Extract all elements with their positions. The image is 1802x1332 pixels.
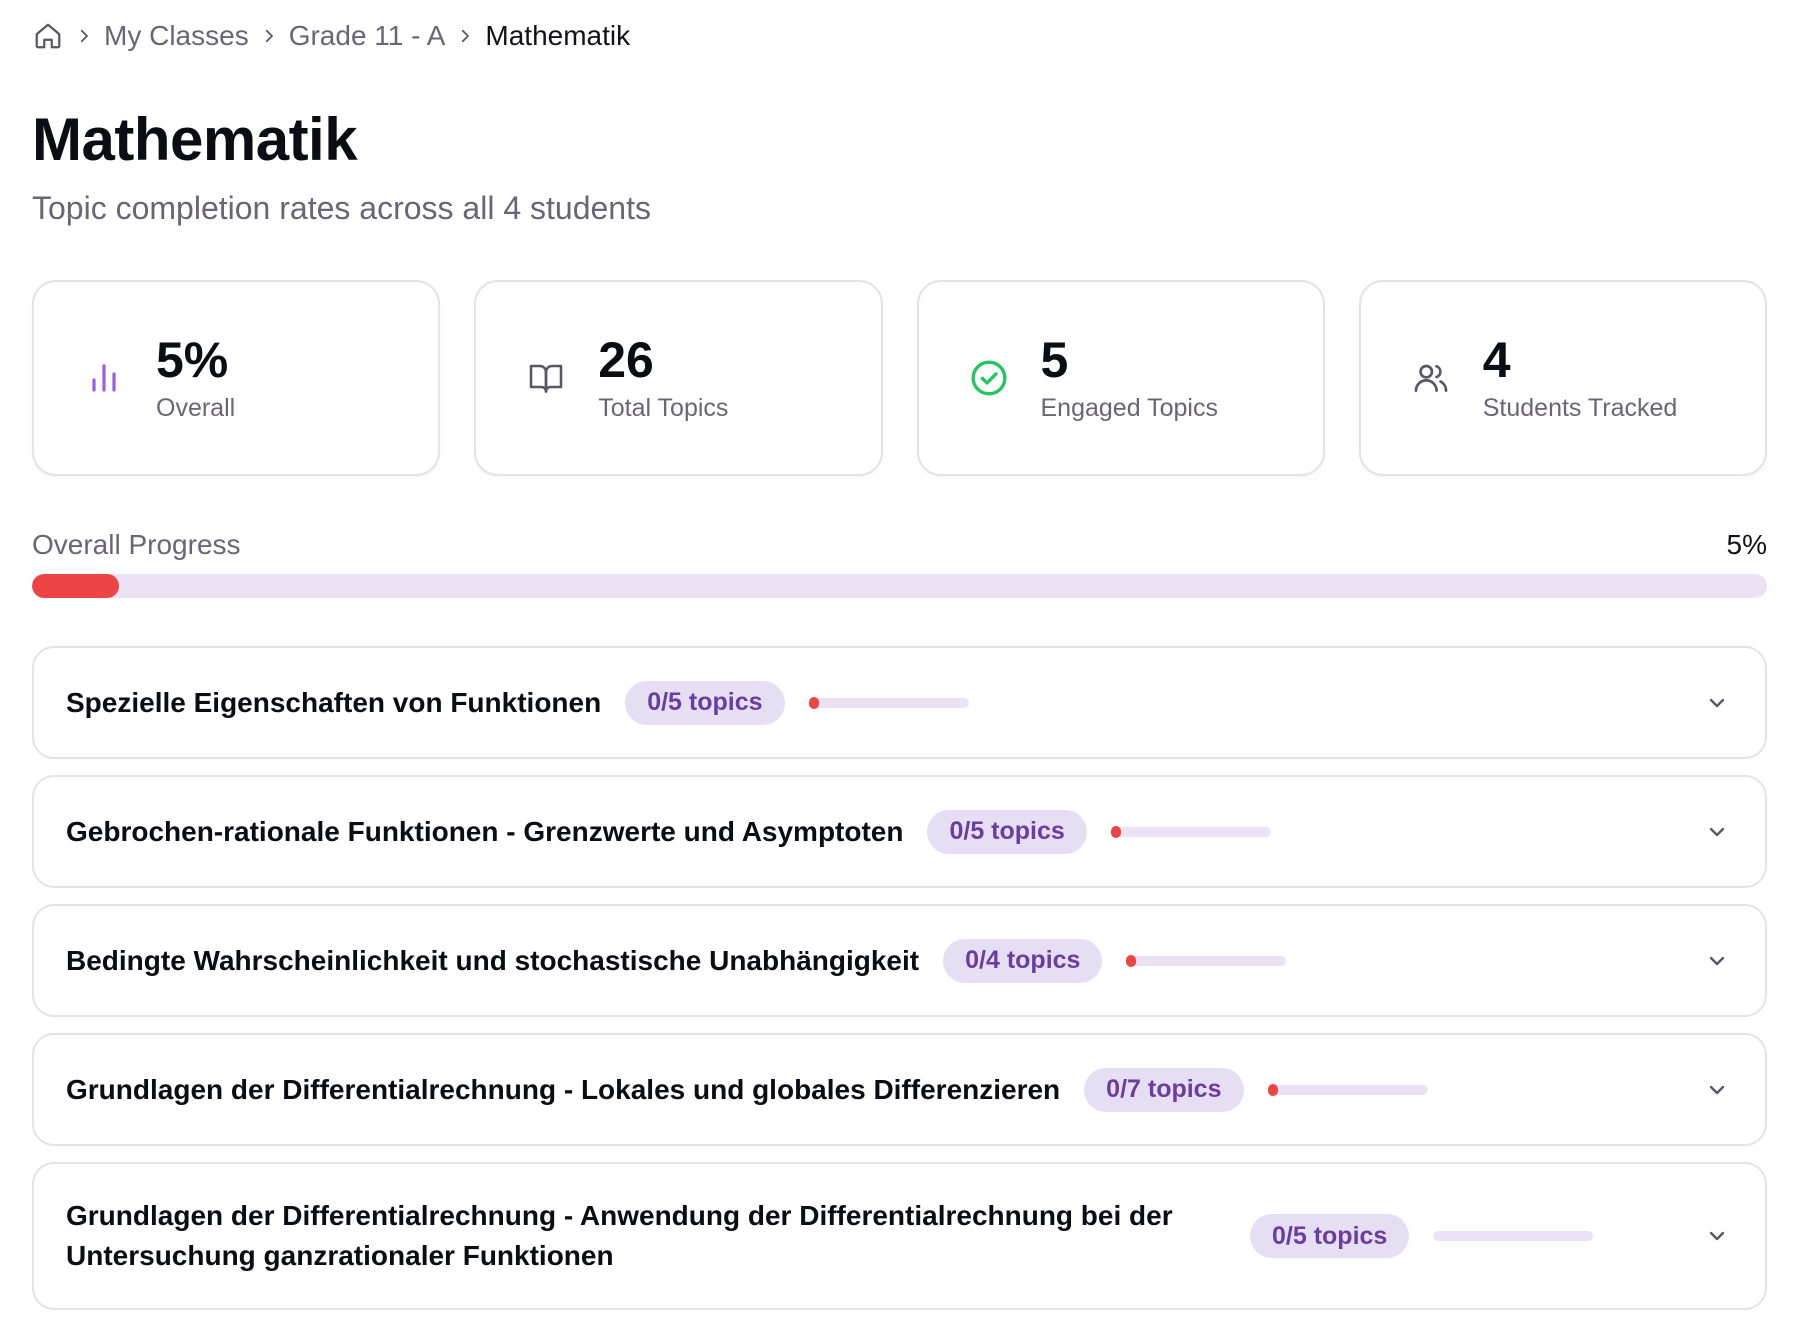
topics-count-badge: 0/5 topics xyxy=(1250,1214,1410,1258)
chevron-down-icon[interactable] xyxy=(1703,689,1731,717)
subject-list: Spezielle Eigenschaften von Funktionen 0/… xyxy=(32,646,1767,1326)
stat-value: 26 xyxy=(598,332,654,388)
subject-progress-bar xyxy=(1267,1083,1428,1096)
topics-count-badge: 0/4 topics xyxy=(943,938,1103,983)
stat-card-engaged-topics: 5 Engaged Topics xyxy=(916,280,1325,476)
subject-progress-fill xyxy=(808,696,819,709)
chevron-right-icon xyxy=(249,20,289,52)
breadcrumb-current: Mathematik xyxy=(485,20,631,51)
subject-progress-bar xyxy=(1110,825,1271,838)
subject-row[interactable]: Bedingte Wahrscheinlichkeit und stochast… xyxy=(32,904,1767,1017)
stat-card-overall: 5% Overall xyxy=(32,280,441,476)
breadcrumb: My Classes Grade 11 - A Mathematik xyxy=(32,14,630,58)
stat-label: Total Topics xyxy=(598,394,729,422)
chevron-right-icon xyxy=(64,20,104,52)
topics-count-badge: 0/5 topics xyxy=(927,809,1087,854)
breadcrumb-my-classes[interactable]: My Classes xyxy=(104,20,249,51)
overall-progress-fill xyxy=(32,574,119,598)
page-title: Mathematik xyxy=(32,106,358,173)
subject-progress-bar xyxy=(808,696,969,709)
subject-row[interactable]: Grundlagen der Differentialrechnung - An… xyxy=(32,1162,1767,1310)
stat-value: 5% xyxy=(156,332,229,388)
topics-count-badge: 0/7 topics xyxy=(1084,1067,1244,1112)
stat-card-students-tracked: 4 Students Tracked xyxy=(1358,280,1767,476)
topics-count-badge: 0/5 topics xyxy=(625,680,785,725)
stat-value: 5 xyxy=(1040,332,1069,388)
stat-label: Engaged Topics xyxy=(1040,394,1218,422)
subject-row[interactable]: Grundlagen der Differentialrechnung - Lo… xyxy=(32,1033,1767,1146)
book-open-icon xyxy=(526,358,566,398)
stat-label: Overall xyxy=(156,394,236,422)
chevron-down-icon[interactable] xyxy=(1703,1222,1731,1250)
check-circle-icon xyxy=(969,358,1009,398)
subject-progress-bar xyxy=(1126,954,1287,967)
chevron-down-icon[interactable] xyxy=(1703,1076,1731,1104)
overall-progress-percent: 5% xyxy=(1726,529,1767,560)
overall-progress-label: Overall Progress xyxy=(32,529,241,560)
overall-progress-bar xyxy=(32,574,1767,598)
subject-progress-fill xyxy=(1267,1083,1278,1096)
stat-card-total-topics: 26 Total Topics xyxy=(474,280,883,476)
subject-title: Bedingte Wahrscheinlichkeit und stochast… xyxy=(66,944,920,976)
stat-value: 4 xyxy=(1482,332,1511,388)
subject-row[interactable]: Spezielle Eigenschaften von Funktionen 0/… xyxy=(32,646,1767,759)
subject-progress-bar xyxy=(1433,1231,1594,1241)
breadcrumb-grade[interactable]: Grade 11 - A xyxy=(288,20,446,51)
subject-title: Spezielle Eigenschaften von Funktionen xyxy=(66,686,602,718)
subject-title: Gebrochen-rationale Funktionen - Grenzwe… xyxy=(66,815,904,847)
chevron-down-icon[interactable] xyxy=(1703,947,1731,975)
users-icon xyxy=(1411,358,1451,398)
subject-progress-fill xyxy=(1126,954,1137,967)
page-subtitle: Topic completion rates across all 4 stud… xyxy=(32,190,651,226)
subject-title: Grundlagen der Differentialrechnung - An… xyxy=(66,1200,1173,1271)
chevron-down-icon[interactable] xyxy=(1703,818,1731,846)
bar-chart-icon xyxy=(84,358,124,398)
subject-title: Grundlagen der Differentialrechnung - Lo… xyxy=(66,1073,1061,1105)
stats-row: 5% Overall 26 Total Topics xyxy=(32,280,1767,476)
stat-label: Students Tracked xyxy=(1482,394,1678,422)
subject-row[interactable]: Gebrochen-rationale Funktionen - Grenzwe… xyxy=(32,775,1767,888)
chevron-right-icon xyxy=(445,20,485,52)
subject-progress-fill xyxy=(1110,825,1121,838)
home-icon[interactable] xyxy=(32,20,64,52)
